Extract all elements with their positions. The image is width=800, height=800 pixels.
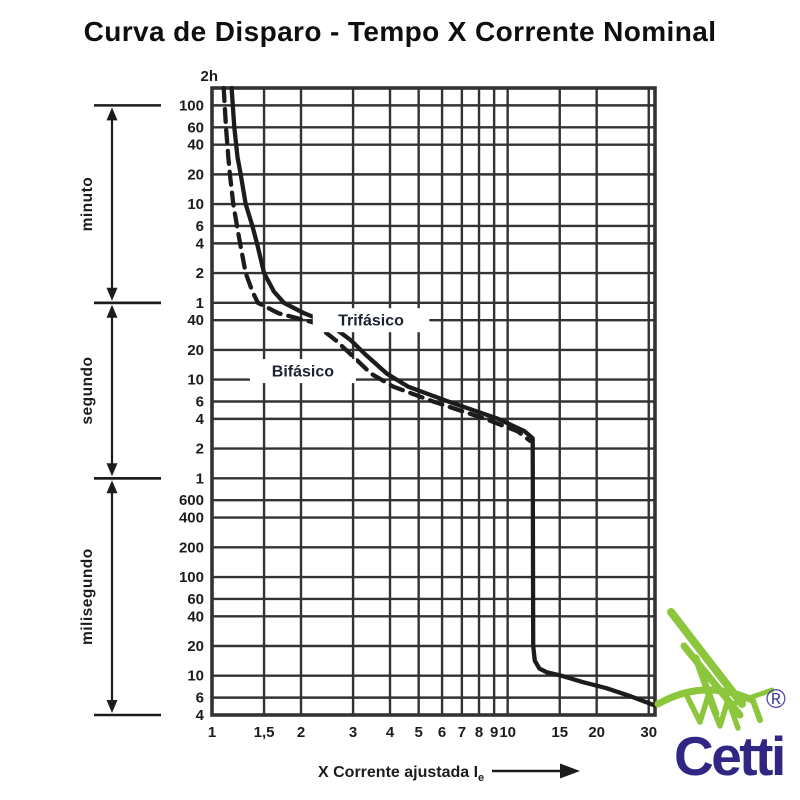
logo-scribble-icon [654,608,775,731]
bracket-arrowhead-down [106,287,118,301]
y-tick-label: 400 [179,510,204,527]
curve-bifasico [221,85,533,443]
x-tick-label: 3 [349,724,357,741]
y-tick-label: 6 [196,690,204,707]
series-label-box [312,308,430,333]
y-tick-label: 60 [187,119,204,136]
bracket-arrowhead-down [106,463,118,477]
y-tick-label: 2 [196,265,204,282]
y-tick-label: 100 [179,569,204,586]
x-tick-label: 8 [475,724,483,741]
logo-wordmark: Cetti [674,725,786,787]
logo-registered-mark: ® [766,684,786,714]
y-tick-label: 6 [196,394,204,411]
x-tick-label: 10 [499,724,516,741]
x-tick-label: 15 [551,724,568,741]
page-title: Curva de Disparo - Tempo X Corrente Nomi… [83,16,717,47]
curve-trifasico [229,85,657,708]
unit-label-milisegundo: milisegundo [79,548,96,645]
bracket-arrowhead-up [106,480,118,494]
y-tick-label: 1 [196,295,204,312]
series-label: Trifásico [338,313,404,330]
cetti-logo: ® Cetti [640,596,800,800]
x-tick-label: 4 [386,724,395,741]
y-tick-label: 6 [196,218,204,235]
y-tick-label: 4 [196,707,205,724]
x-axis-title: X Corrente ajustada Ie [318,764,484,784]
y-tick-label: 40 [187,608,204,625]
x-tick-label: 9 [490,724,498,741]
x-tick-label: 30 [640,724,657,741]
x-axis-arrowhead [560,763,580,779]
x-tick-label: 1,5 [254,724,275,741]
y-tick-label: 100 [179,97,204,114]
bracket-arrowhead-up [106,304,118,318]
y-tick-label: 10 [187,372,204,389]
bracket-arrowhead-down [106,700,118,713]
y-tick-label: 600 [179,492,204,509]
bracket-arrowhead-up [106,107,118,121]
y-tick-label: 10 [187,196,204,213]
x-tick-label: 2 [297,724,305,741]
y-tick-label: 200 [179,539,204,556]
y-tick-label: 20 [187,638,204,655]
y-tick-label: 4 [196,235,205,252]
y-tick-label: 60 [187,591,204,608]
y-tick-label: 20 [187,166,204,183]
plot-border [210,86,657,717]
y-tick-label: 1 [196,470,204,487]
y-tick-label: 40 [187,137,204,154]
x-tick-label: 1 [208,724,216,741]
x-tick-label: 6 [438,724,446,741]
unit-label-segundo: segundo [79,357,96,425]
y-tick-label: 2 [196,441,204,458]
series-label-box [249,359,356,384]
y-tick-label: 4 [196,411,205,428]
x-tick-label: 5 [414,724,422,741]
unit-label-minuto: minuto [79,177,96,232]
y-tick-label: 40 [187,312,204,329]
x-tick-label: 20 [588,724,605,741]
series-label: Bifásico [272,364,334,381]
y-axis-top-label: 2h [200,68,218,85]
y-tick-label: 10 [187,668,204,685]
y-tick-label: 20 [187,342,204,359]
x-tick-label: 7 [458,724,466,741]
